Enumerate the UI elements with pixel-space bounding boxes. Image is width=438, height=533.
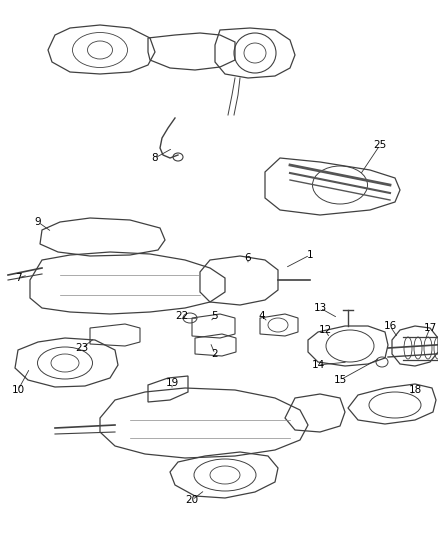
Text: 17: 17 [424,323,437,333]
Text: 12: 12 [318,325,332,335]
Text: 10: 10 [11,385,25,395]
Text: 13: 13 [313,303,327,313]
Text: 4: 4 [259,311,265,321]
Text: 22: 22 [175,311,189,321]
Text: 23: 23 [75,343,88,353]
Text: 2: 2 [212,349,218,359]
Text: 20: 20 [185,495,198,505]
Text: 5: 5 [212,311,218,321]
Text: 1: 1 [307,250,313,260]
Text: 19: 19 [166,378,179,388]
Text: 9: 9 [35,217,41,227]
Text: 16: 16 [383,321,397,331]
Text: 14: 14 [311,360,325,370]
Text: 7: 7 [15,273,21,283]
Text: 6: 6 [245,253,251,263]
Text: 25: 25 [373,140,387,150]
Text: 8: 8 [152,153,158,163]
Text: 15: 15 [333,375,346,385]
Text: 18: 18 [408,385,422,395]
